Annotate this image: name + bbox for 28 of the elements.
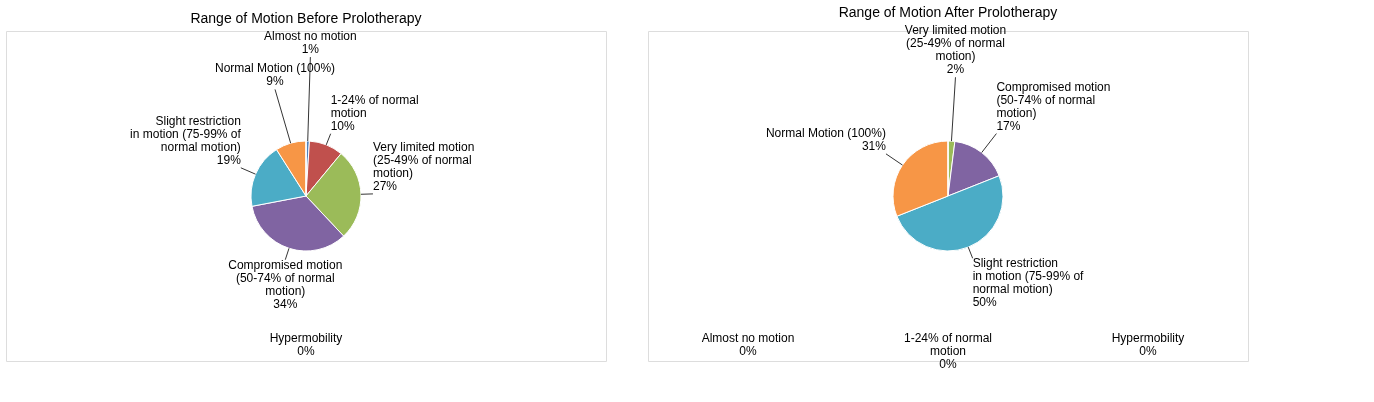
- chart-title: Range of Motion Before Prolotherapy: [190, 10, 422, 27]
- chart-title: Range of Motion After Prolotherapy: [838, 4, 1058, 21]
- slice-label: Normal Motion (100%): [215, 61, 336, 76]
- text: 0%: [297, 344, 315, 358]
- data-label: 34%: [273, 296, 298, 311]
- slice-label: Almost no motion: [264, 29, 357, 44]
- category-label: 1-24% of normal motion: [903, 331, 993, 358]
- slice-label: Slight restriction in motion (75-99% of normal motion): [130, 113, 242, 154]
- category-label: Almost no motion: [701, 331, 795, 345]
- text: 0%: [939, 357, 957, 371]
- slice-label: Normal Motion (100%): [765, 125, 886, 140]
- slice-label: Compromised motion (50-74% of normal motion): [228, 257, 343, 298]
- slice-label: Very limited motion (25-49% of normal motion): [904, 23, 1007, 64]
- data-label: 1%: [301, 42, 320, 57]
- data-label: 9%: [266, 74, 285, 89]
- slice-label: Compromised motion (50-74% of normal motion): [996, 79, 1111, 120]
- data-label: 50%: [972, 295, 998, 310]
- text: 0%: [1139, 344, 1157, 358]
- slice-label: Slight restriction in motion (75-99% of normal motion): [972, 256, 1085, 297]
- category-label: Hypermobility: [1111, 331, 1185, 345]
- data-label: 27%: [372, 178, 398, 193]
- data-label: 2%: [946, 62, 965, 77]
- category-label: Hypermobility: [269, 331, 343, 345]
- slice-label: 1-24% of normal motion: [330, 92, 419, 120]
- slice-label: Very limited motion (25-49% of normal motion): [372, 139, 475, 180]
- text: 0%: [739, 344, 757, 358]
- data-label: 10%: [330, 118, 356, 133]
- data-label: 17%: [996, 118, 1021, 133]
